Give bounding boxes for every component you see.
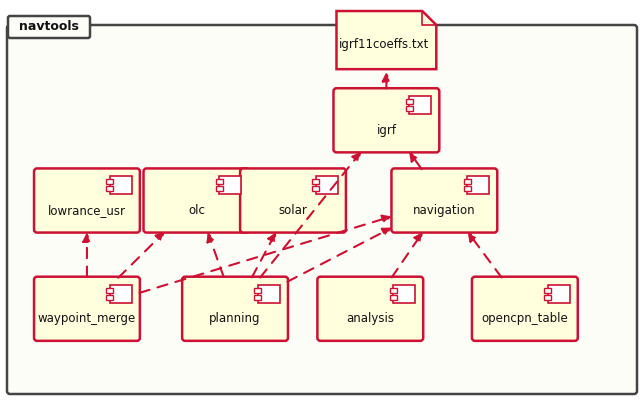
Bar [406, 106, 413, 111]
Text: opencpn_table: opencpn_table [482, 312, 568, 325]
Bar [106, 186, 113, 191]
Bar [258, 285, 280, 303]
Bar [106, 295, 113, 300]
FancyBboxPatch shape [7, 25, 637, 394]
Bar [390, 295, 397, 300]
Text: igrf: igrf [376, 124, 397, 137]
Text: lowrance_usr: lowrance_usr [48, 204, 126, 217]
Bar [216, 186, 223, 191]
FancyBboxPatch shape [34, 168, 140, 233]
Text: navtools: navtools [19, 20, 79, 34]
Text: olc: olc [188, 204, 205, 217]
Bar [544, 295, 551, 300]
Bar [393, 285, 415, 303]
Bar [110, 285, 132, 303]
FancyBboxPatch shape [182, 277, 288, 341]
Bar [106, 288, 113, 293]
Bar [410, 96, 431, 114]
Bar [548, 285, 570, 303]
FancyBboxPatch shape [334, 88, 439, 152]
Text: waypoint_merge: waypoint_merge [38, 312, 136, 325]
Bar [464, 186, 471, 191]
Bar [216, 179, 223, 184]
FancyBboxPatch shape [34, 277, 140, 341]
FancyBboxPatch shape [392, 168, 497, 233]
FancyBboxPatch shape [317, 277, 423, 341]
Text: analysis: analysis [346, 312, 394, 325]
Bar [312, 179, 319, 184]
Bar [464, 179, 471, 184]
Bar [406, 99, 413, 104]
Text: navigation: navigation [413, 204, 476, 217]
Bar [110, 176, 132, 194]
Bar [390, 288, 397, 293]
Text: planning: planning [209, 312, 261, 325]
FancyBboxPatch shape [144, 168, 249, 233]
Bar [544, 288, 551, 293]
Polygon shape [336, 11, 436, 69]
Bar [254, 295, 261, 300]
FancyBboxPatch shape [8, 16, 90, 38]
FancyBboxPatch shape [472, 277, 578, 341]
Text: igrf11coeffs.txt: igrf11coeffs.txt [339, 38, 430, 51]
Bar [312, 186, 319, 191]
Bar [220, 176, 242, 194]
Text: solar: solar [279, 204, 307, 217]
Bar [468, 176, 489, 194]
Bar [106, 179, 113, 184]
FancyBboxPatch shape [240, 168, 346, 233]
Bar [254, 288, 261, 293]
Bar [316, 176, 338, 194]
